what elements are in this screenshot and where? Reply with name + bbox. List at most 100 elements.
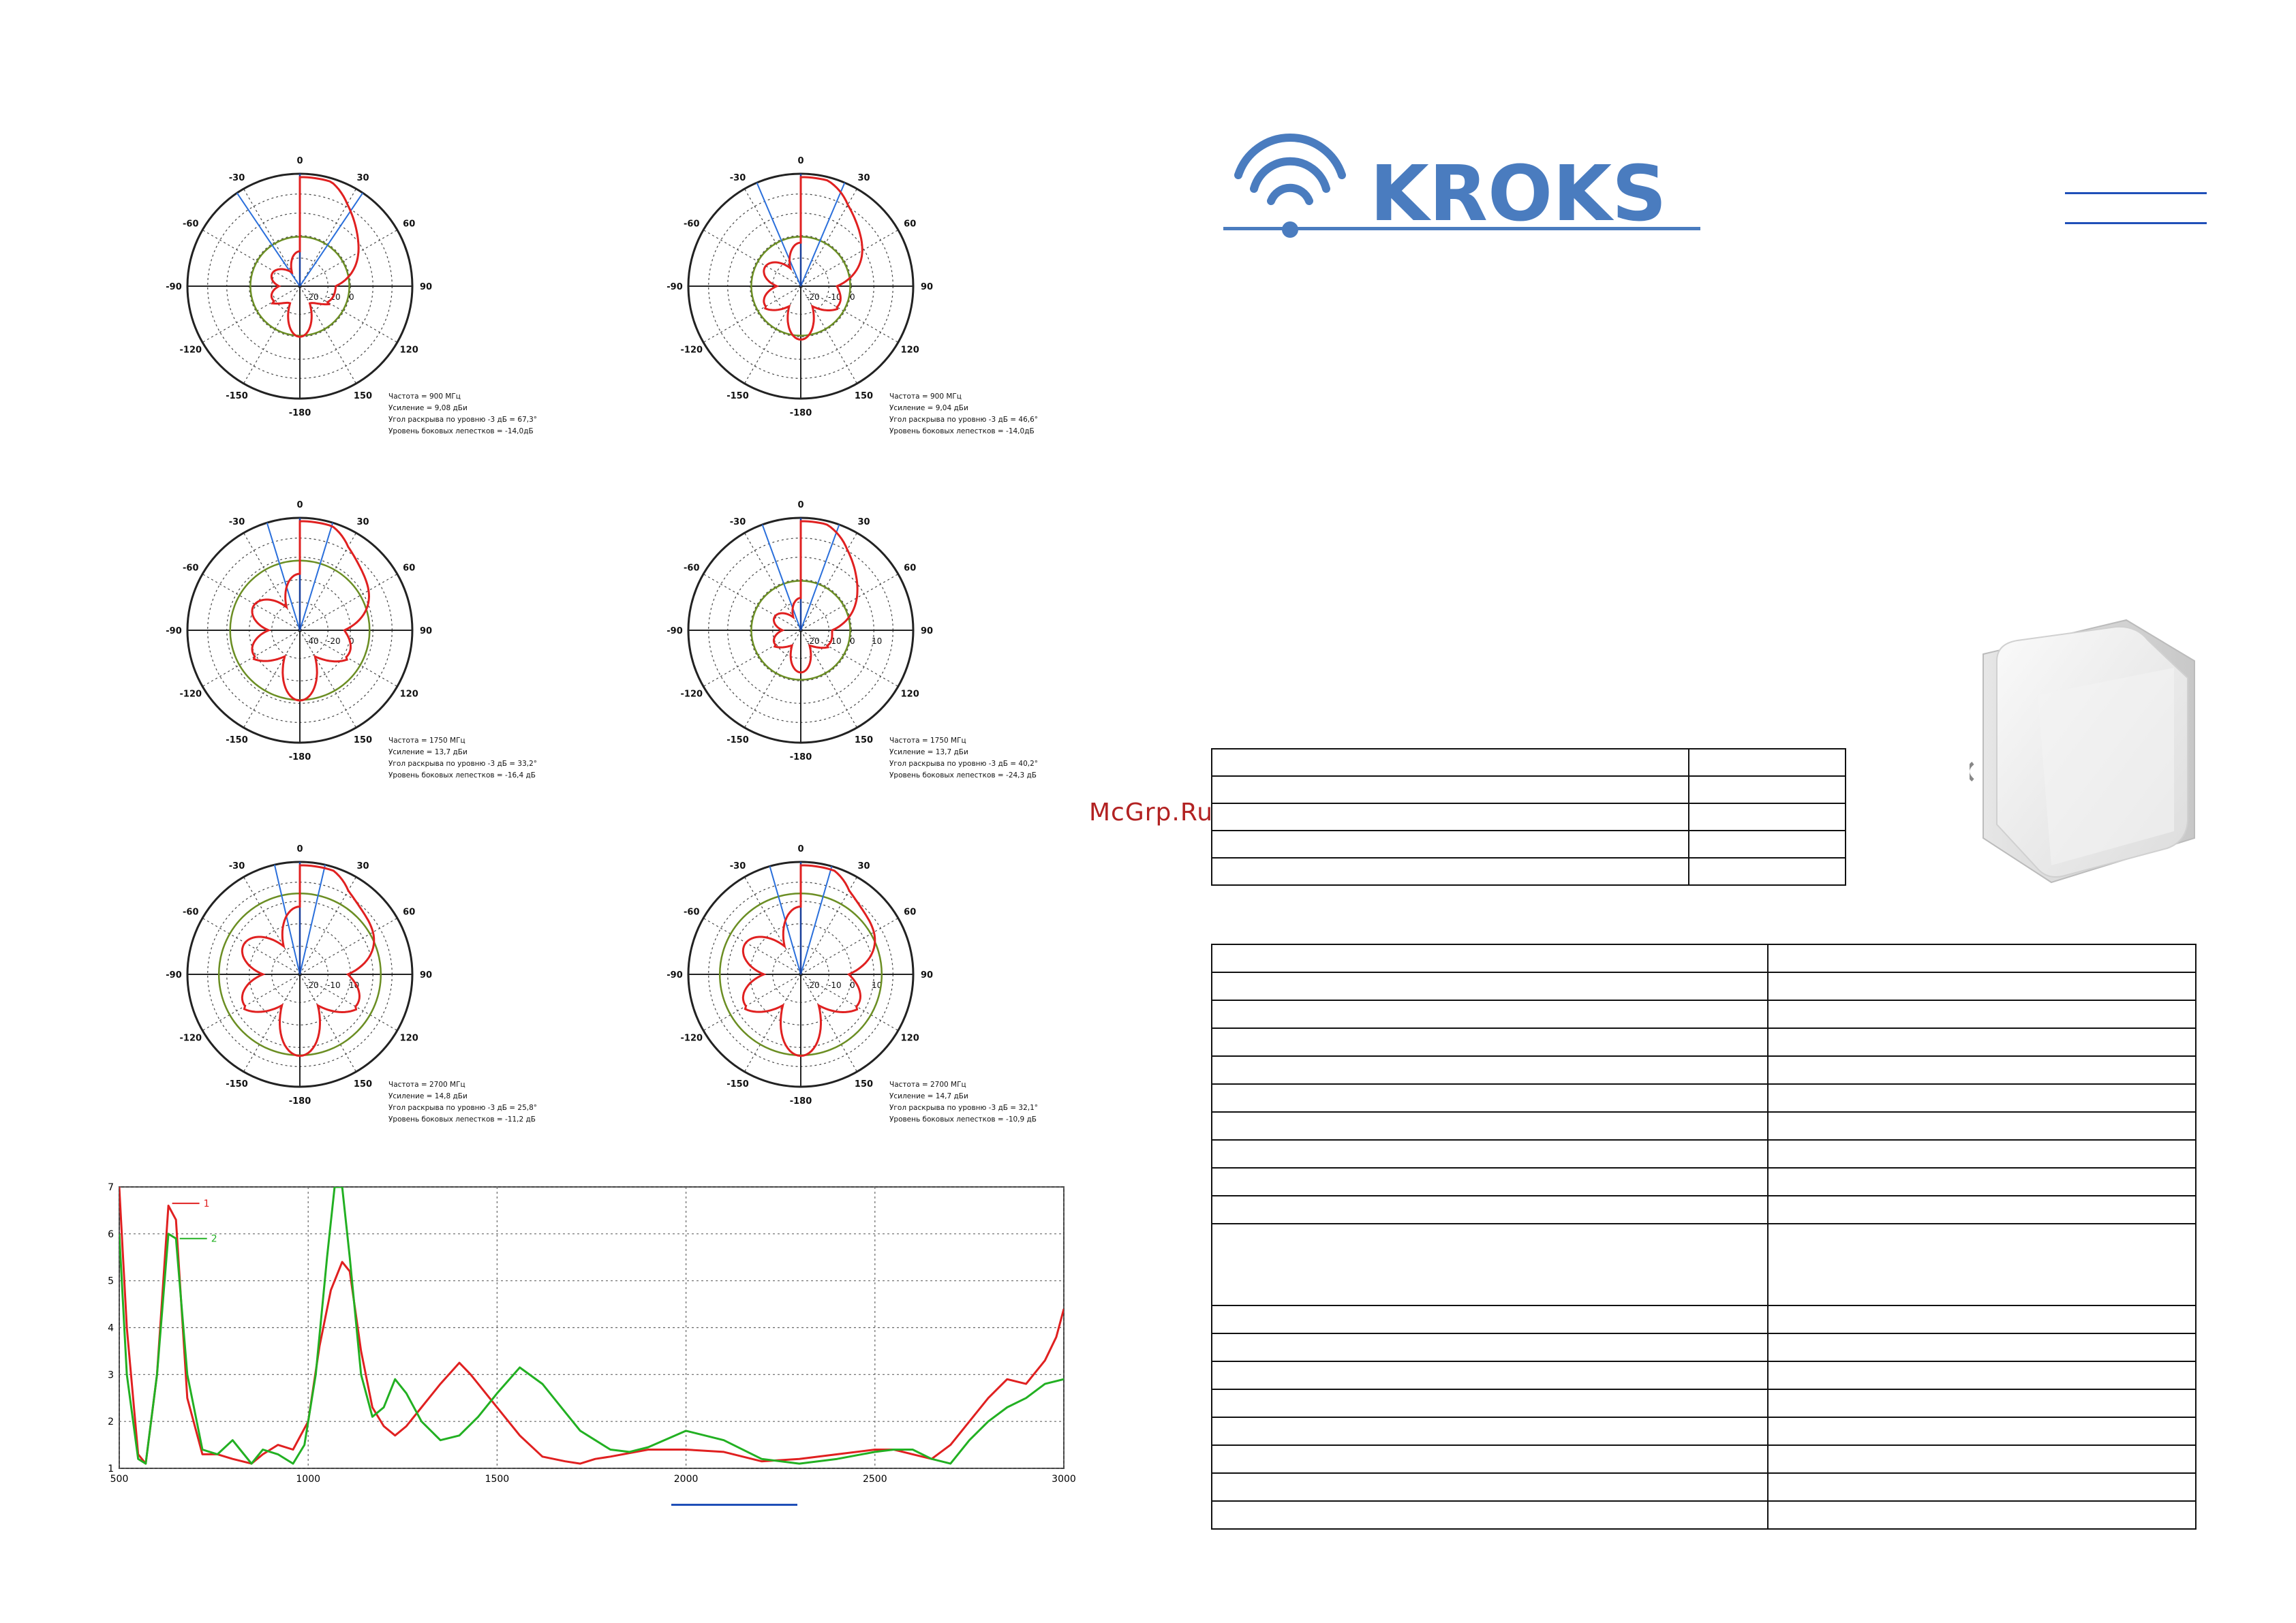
beamwidth-line [273, 865, 301, 975]
pattern-caption-line: Уровень боковых лепестков = -14,0дБ [388, 427, 534, 435]
angle-label: -90 [667, 626, 683, 636]
angle-label: -90 [166, 282, 182, 292]
angle-label: -120 [681, 345, 703, 356]
table-row [1211, 1444, 2197, 1474]
logo-svg: KROKS [1223, 134, 1704, 238]
angle-label: 90 [420, 970, 432, 980]
angle-label: -180 [289, 752, 311, 762]
pattern-caption-line: Частота = 2700 МГц [889, 1081, 966, 1089]
table-cell [1766, 1305, 2197, 1334]
x-tick-label: 2500 [863, 1474, 887, 1485]
angle-label: 0 [797, 844, 803, 854]
table-row [1211, 1305, 2197, 1334]
pattern-caption-line: Угол раскрыва по уровню -3 дБ = 25,8° [388, 1104, 537, 1112]
link-underline[interactable] [671, 1504, 797, 1506]
table-cell [1210, 748, 1690, 777]
table-cell [1766, 972, 2197, 1001]
table-cell [1211, 1333, 1769, 1362]
angle-label: 30 [857, 517, 870, 527]
angle-label: 120 [901, 1034, 919, 1044]
angle-label: -120 [681, 690, 703, 700]
angle-label: -180 [790, 408, 812, 418]
ring-label: -20 [806, 292, 820, 302]
pattern-caption-line: Уровень боковых лепестков = -14,0дБ [889, 427, 1035, 435]
ring-label: 10 [872, 980, 882, 990]
watermark: McGrp.Ru [1089, 799, 1214, 826]
angle-label: -150 [726, 1079, 749, 1089]
angle-label: -60 [684, 563, 700, 574]
angle-label: 90 [420, 626, 432, 636]
angle-label: -120 [180, 345, 202, 356]
table-cell [1210, 830, 1690, 859]
polar-pattern-1: 0 30 60 90 120 150 -180 -150 -120 -90 -60 -30 -20 -10… [164, 150, 695, 504]
pattern-caption-line: Уровень боковых лепестков = -24,3 дБ [889, 771, 1037, 779]
pattern-caption-line: Угол раскрыва по уровню -3 дБ = 46,6° [889, 416, 1038, 424]
y-tick-label: 3 [108, 1370, 114, 1380]
wifi-icon [1234, 134, 1346, 205]
angle-label: 0 [296, 500, 303, 510]
table-cell [1211, 1305, 1769, 1334]
angle-label: -30 [229, 861, 245, 871]
table-cell [1211, 972, 1769, 1001]
y-tick-label: 6 [108, 1229, 114, 1240]
radiation-pattern [241, 864, 376, 1057]
table-cell [1766, 1083, 2197, 1113]
logo-underline [1223, 227, 1704, 230]
ring-label: 0 [850, 636, 855, 646]
table-row [1210, 748, 1846, 777]
table-cell [1766, 1361, 2197, 1390]
table-cell [1210, 857, 1690, 886]
pattern-caption-line: Угол раскрыва по уровню -3 дБ = 67,3° [388, 416, 537, 424]
table-row [1211, 1195, 2197, 1224]
ring-label: 0 [850, 292, 855, 302]
series-line-2 [119, 1187, 1064, 1465]
pattern-caption-line: Уровень боковых лепестков = -11,2 дБ [388, 1115, 536, 1124]
angle-label: -90 [667, 282, 683, 292]
angle-label: -60 [183, 908, 199, 918]
ring-label: -20 [806, 636, 820, 646]
table-row [1211, 1111, 2197, 1141]
angle-label: 120 [901, 690, 919, 700]
table-cell [1766, 1027, 2197, 1057]
ring-label: -10 [828, 980, 842, 990]
table-cell [1211, 1083, 1769, 1113]
radiation-pattern [741, 864, 876, 1057]
ring-label: -10 [828, 292, 842, 302]
beamwidth-line [299, 865, 326, 975]
table-cell [1211, 1444, 1769, 1474]
x-tick-label: 2000 [674, 1474, 699, 1485]
angle-label: -180 [289, 1096, 311, 1107]
angle-label: -180 [790, 752, 812, 762]
angle-label: -150 [726, 735, 749, 745]
table-row [1210, 803, 1846, 831]
angle-label: -90 [166, 970, 182, 980]
pattern-caption-line: Усиление = 14,8 дБи [388, 1092, 468, 1100]
table-cell [1688, 857, 1846, 886]
ring-label: 10 [872, 636, 882, 646]
table-cell [1211, 1195, 1769, 1224]
radiation-pattern [270, 176, 360, 338]
table-row [1210, 775, 1846, 804]
brand-name: KROKS [1370, 150, 1667, 238]
pattern-caption-line: Угол раскрыва по уровню -3 дБ = 32,1° [889, 1104, 1038, 1112]
pattern-caption-line: Частота = 900 МГц [889, 392, 962, 401]
table-cell [1688, 830, 1846, 859]
angle-label: 150 [354, 1079, 372, 1089]
link-underline[interactable] [2065, 222, 2207, 224]
angle-label: 0 [797, 500, 803, 510]
table-row [1210, 830, 1846, 859]
pattern-caption-line: Усиление = 9,04 дБи [889, 404, 968, 412]
link-underline[interactable] [2065, 192, 2207, 194]
angle-label: 30 [857, 861, 870, 871]
angle-label: -60 [183, 219, 199, 230]
table-cell [1766, 1139, 2197, 1169]
angle-label: 150 [855, 735, 873, 745]
angle-label: -120 [180, 1034, 202, 1044]
table-row [1211, 972, 2197, 1001]
beamwidth-line [800, 182, 846, 287]
table-cell [1211, 1500, 1769, 1530]
polar-pattern-3: 0 30 60 90 120 150 -180 -150 -120 -90 -60 -30 -40 -20… [164, 494, 695, 848]
